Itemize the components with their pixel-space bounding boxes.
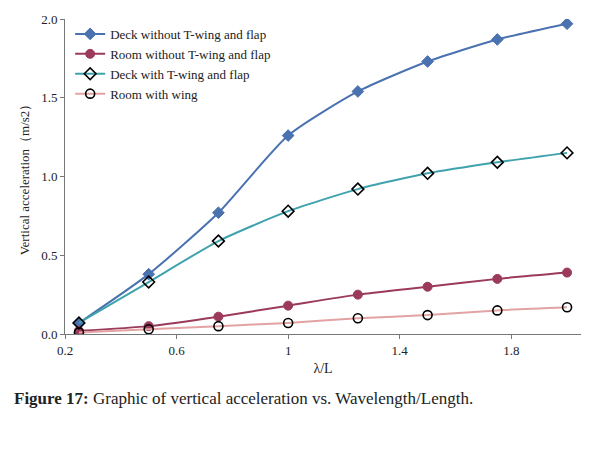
svg-text:Deck with T-wing and flap: Deck with T-wing and flap (110, 67, 249, 82)
svg-text:0.2: 0.2 (57, 343, 73, 358)
svg-text:Vertical acceleration（m/s2）: Vertical acceleration（m/s2） (17, 98, 32, 256)
svg-text:1.0: 1.0 (41, 169, 57, 184)
html-text:Figure 17: Graphic of vertical: Figure 17: Graphic of vertical accelerat… (14, 389, 474, 408)
svg-text:0.0: 0.0 (41, 327, 57, 342)
svg-text:0.5: 0.5 (41, 248, 57, 263)
svg-text:1.8: 1.8 (503, 343, 519, 358)
svg-text:Deck without T-wing and flap: Deck without T-wing and flap (110, 27, 266, 42)
svg-text:1.4: 1.4 (392, 343, 409, 358)
svg-text:Room without T-wing and flap: Room without T-wing and flap (110, 47, 270, 62)
svg-text:1: 1 (285, 343, 292, 358)
svg-text:1.5: 1.5 (41, 90, 57, 105)
svg-text:Room with wing: Room with wing (110, 87, 198, 102)
svg-text:λ/L: λ/L (313, 361, 332, 376)
svg-text:2.0: 2.0 (41, 12, 57, 27)
svg-text:0.6: 0.6 (168, 343, 185, 358)
